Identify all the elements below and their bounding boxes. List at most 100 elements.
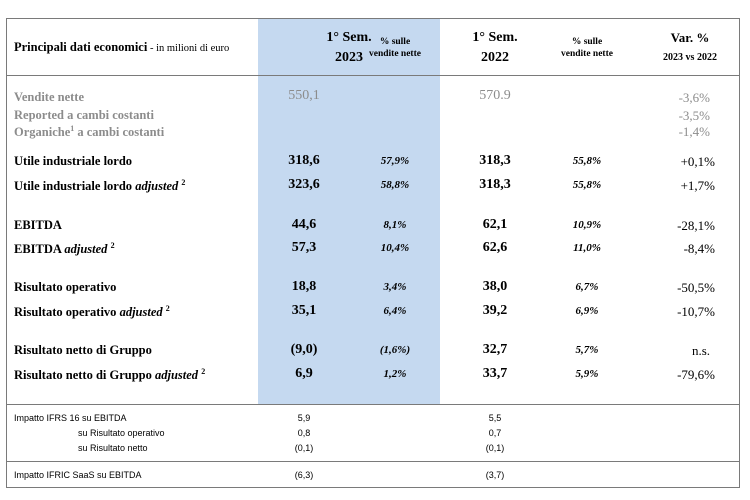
row-label-reported: Reported a cambi costanti [14, 108, 154, 122]
ris-op-adj-text: Risultato operativo [14, 305, 120, 320]
row-pct2022-ebitda-adj: 11,0% [573, 242, 601, 254]
col-2023-line1: 1° Sem. [326, 30, 372, 45]
row-2023-utile-lordo: 318,6 [288, 153, 320, 168]
utile-adj-text: Utile industriale lordo [14, 179, 136, 194]
row-2022-vendite-nette: 570.9 [479, 88, 511, 103]
footer-2023-ris-op: 0,8 [297, 428, 311, 438]
row-pct2023-ebitda-adj: 10,4% [380, 242, 410, 254]
row-2023-ris-operativo-adj: 35,1 [291, 303, 317, 318]
row-2023-ebitda-adj: 57,3 [291, 240, 317, 255]
row-label-utile-lordo-adj: Utile industriale lordo adjusted 2 [14, 178, 185, 194]
ris-op-adj-footnote: 2 [165, 304, 170, 313]
ris-netto-adj-footnote: 2 [201, 367, 206, 376]
title-main: Principali dati economici [14, 40, 148, 54]
col-2022-line1: 1° Sem. [472, 30, 518, 45]
row-label-ebitda-adj: EBITDA adjusted 2 [14, 241, 115, 257]
row-var-ebitda: -28,1% [677, 218, 715, 233]
row-label-utile-lordo: Utile industriale lordo [14, 154, 133, 168]
row-var-utile-lordo: +0,1% [680, 154, 715, 169]
utile-adj-footnote: 2 [181, 178, 186, 187]
table-frame [6, 18, 740, 488]
ris-netto-adj-em: adjusted [155, 368, 199, 383]
row-pct2023-ebitda: 8,1% [383, 219, 407, 231]
row-2022-ebitda: 62,1 [482, 217, 508, 232]
row-2022-ris-operativo-adj: 39,2 [482, 303, 508, 318]
highlight-column-2023 [258, 18, 440, 404]
row-2023-ris-netto-adj: 6,9 [295, 366, 313, 381]
row-pct2022-ebitda: 10,9% [572, 219, 602, 231]
row-2023-ris-operativo: 18,8 [291, 279, 317, 294]
ebitda-adj-footnote: 2 [110, 241, 115, 250]
row-pct2023-utile-lordo-adj: 58,8% [380, 179, 410, 191]
row-pct2023-ris-netto: (1,6%) [379, 344, 411, 356]
row-label-ris-netto: Risultato netto di Gruppo [14, 343, 152, 357]
organiche-tail: a cambi costanti [74, 125, 165, 140]
footer-divider [6, 461, 740, 462]
footer-label-ris-op: su Risultato operativo [78, 428, 165, 438]
row-label-vendite-nette: Vendite nette [14, 90, 85, 104]
row-2022-ris-operativo: 38,0 [482, 279, 508, 294]
header-divider [6, 75, 740, 76]
row-2023-ris-netto: (9,0) [290, 342, 318, 357]
row-pct2023-ris-netto-adj: 1,2% [383, 368, 407, 380]
row-label-ris-operativo: Risultato operativo [14, 280, 117, 294]
row-2022-ris-netto: 32,7 [482, 342, 508, 357]
col-2022-line2: 2022 [481, 50, 509, 65]
ebitda-adj-text: EBITDA [14, 242, 65, 257]
row-pct2022-ris-operativo-adj: 6,9% [575, 305, 599, 317]
row-var-organiche: -1,4% [678, 124, 710, 139]
row-var-ris-netto: n.s. [691, 343, 710, 358]
row-2022-ebitda-adj: 62,6 [482, 240, 508, 255]
organiche-text: Organiche [14, 125, 71, 140]
footer-label-ifrs16: Impatto IFRS 16 su EBITDA [14, 413, 127, 423]
footer-label-ifric: Impatto IFRIC SaaS su EBITDA [14, 470, 142, 480]
row-var-utile-lordo-adj: +1,7% [680, 178, 715, 193]
row-label-ebitda: EBITDA [14, 218, 62, 232]
footer-2023-ris-netto: (0,1) [294, 443, 314, 453]
footer-label-ris-netto: su Risultato netto [78, 443, 148, 453]
row-label-ris-operativo-adj: Risultato operativo adjusted 2 [14, 304, 170, 320]
footer-2022-ris-netto: (0,1) [485, 443, 505, 453]
row-2023-utile-lordo-adj: 323,6 [288, 177, 320, 192]
row-pct2023-ris-operativo: 3,4% [383, 281, 407, 293]
col-pct-2023-line1: % sulle [379, 37, 411, 47]
row-2022-utile-lordo: 318,3 [479, 153, 511, 168]
row-var-ris-operativo: -50,5% [677, 280, 715, 295]
col-2023-line2: 2023 [335, 50, 363, 65]
col-var-line1: Var. % [670, 30, 710, 45]
col-var-line2: 2023 vs 2022 [663, 52, 717, 63]
footer-2023-ifric: (6,3) [294, 470, 314, 480]
ris-netto-adj-text: Risultato netto di Gruppo [14, 368, 155, 383]
row-pct2022-ris-operativo: 6,7% [575, 281, 599, 293]
ebitda-adj-em: adjusted [64, 242, 108, 257]
row-pct2023-ris-operativo-adj: 6,4% [383, 305, 407, 317]
col-pct-2022-line2: vendite nette [561, 49, 613, 59]
organiche-footnote: 1 [70, 124, 75, 133]
row-var-vendite-nette: -3,6% [678, 90, 710, 105]
footer-2022-ifric: (3,7) [485, 470, 505, 480]
row-var-reported: -3,5% [678, 108, 710, 123]
title-unit: - in milioni di euro [147, 43, 230, 54]
row-pct2022-utile-lordo-adj: 55,8% [572, 179, 602, 191]
row-pct2022-utile-lordo: 55,8% [572, 155, 602, 167]
row-label-ris-netto-adj: Risultato netto di Gruppo adjusted 2 [14, 367, 205, 383]
row-label-organiche: Organiche1 a cambi costanti [14, 124, 164, 140]
row-pct2022-ris-netto: 5,7% [575, 344, 599, 356]
main-divider [6, 404, 740, 405]
row-pct2022-ris-netto-adj: 5,9% [575, 368, 599, 380]
footer-2023-ifrs16: 5,9 [297, 413, 311, 423]
row-2022-utile-lordo-adj: 318,3 [479, 177, 511, 192]
row-2023-ebitda: 44,6 [291, 217, 317, 232]
row-var-ebitda-adj: -8,4% [683, 241, 715, 256]
row-pct2023-utile-lordo: 57,9% [380, 155, 410, 167]
row-var-ris-netto-adj: -79,6% [677, 367, 715, 382]
footer-2022-ifrs16: 5,5 [488, 413, 502, 423]
col-pct-2023-line2: vendite nette [369, 49, 421, 59]
ris-op-adj-em: adjusted [119, 305, 163, 320]
utile-adj-em: adjusted [135, 179, 179, 194]
col-pct-2022-line1: % sulle [571, 37, 603, 47]
row-2022-ris-netto-adj: 33,7 [482, 366, 508, 381]
row-2023-vendite-nette: 550,1 [288, 88, 320, 103]
footer-2022-ris-op: 0,7 [488, 428, 502, 438]
row-var-ris-operativo-adj: -10,7% [677, 304, 715, 319]
